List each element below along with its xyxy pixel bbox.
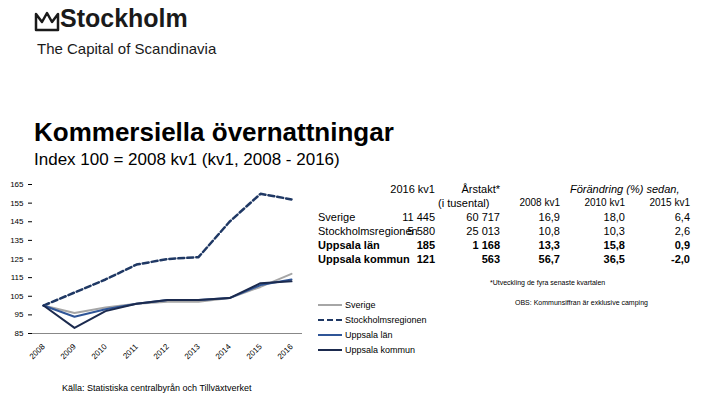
html-text:1 168: 1 168: [472, 239, 500, 251]
html-text:56,7: 56,7: [538, 253, 560, 265]
svg-text:155: 155: [10, 199, 24, 208]
html-text:121: 121: [416, 253, 435, 265]
svg-text:2009: 2009: [59, 342, 78, 361]
html-text:15,8: 15,8: [603, 239, 625, 251]
svg-text:2014: 2014: [214, 342, 233, 361]
html-text:OBS: Kommunsiffran är exklusiv: OBS: Kommunsiffran är exklusive camping: [515, 299, 648, 306]
svg-text:2011: 2011: [121, 342, 140, 361]
html-text:Sverige: Sverige: [318, 211, 356, 223]
svg-text:85: 85: [15, 329, 24, 338]
svg-text:125: 125: [10, 255, 24, 264]
html-text:0,9: 0,9: [674, 239, 690, 251]
svg-text:2010: 2010: [90, 342, 109, 361]
html-text:10,3: 10,3: [603, 225, 625, 237]
html-text:2015 kv1: 2015 kv1: [649, 197, 690, 208]
html-text:10,8: 10,8: [538, 225, 560, 237]
html-text:16,9: 16,9: [538, 211, 560, 223]
html-text:Uppsala kommun: Uppsala kommun: [345, 345, 415, 355]
svg-text:95: 95: [15, 310, 24, 319]
html-text:2016 kv1: 2016 kv1: [390, 183, 435, 195]
svg-text:2015: 2015: [245, 342, 264, 361]
html-text:Stockholmsregionen: Stockholmsregionen: [318, 225, 418, 237]
svg-text:135: 135: [10, 236, 24, 245]
html-text:Stockholm: Stockholm: [60, 4, 188, 32]
html-text:25 013: 25 013: [466, 225, 500, 237]
html-text:563: 563: [481, 253, 500, 265]
html-text:Index 100 = 2008 kv1 (kv1, 200: Index 100 = 2008 kv1 (kv1, 2008 - 2016): [34, 150, 340, 169]
html-text:Källa: Statistiska centralbyrå: Källa: Statistiska centralbyrån och Till…: [62, 383, 252, 393]
html-text:185: 185: [416, 239, 435, 251]
html-text:2010 kv1: 2010 kv1: [584, 197, 625, 208]
html-text:6,4: 6,4: [674, 211, 690, 223]
html-text:Förändring (%) sedan,: Förändring (%) sedan,: [570, 183, 680, 195]
svg-text:165: 165: [10, 180, 24, 189]
html-text:-2,0: -2,0: [671, 253, 690, 265]
html-text:60 717: 60 717: [466, 211, 500, 223]
html-text:13,3: 13,3: [538, 239, 560, 251]
html-text:Årstakt*: Årstakt*: [461, 183, 500, 195]
html-text:36,5: 36,5: [603, 253, 625, 265]
html-text:11 445: 11 445: [402, 211, 435, 223]
html-text:Sverige: Sverige: [345, 300, 376, 310]
html-text:5 580: 5 580: [407, 225, 435, 237]
svg-text:2013: 2013: [183, 342, 202, 361]
html-text:Kommersiella övernattningar: Kommersiella övernattningar: [34, 117, 394, 147]
html-text:The Capital of Scandinavia: The Capital of Scandinavia: [37, 40, 217, 57]
svg-text:2016: 2016: [276, 342, 295, 361]
html-text:Stockholmsregionen: Stockholmsregionen: [345, 315, 427, 325]
html-text:*Utveckling de fyra senaste kv: *Utveckling de fyra senaste kvartalen: [490, 279, 606, 286]
html-text:2,6: 2,6: [674, 225, 690, 237]
html-text:Uppsala kommun: Uppsala kommun: [318, 253, 410, 265]
html-text:(i tusental): (i tusental): [438, 197, 490, 209]
html-text:18,0: 18,0: [603, 211, 625, 223]
html-text:Uppsala län: Uppsala län: [318, 239, 380, 251]
html-text:Uppsala län: Uppsala län: [345, 330, 393, 340]
html-text:2008 kv1: 2008 kv1: [519, 197, 560, 208]
svg-text:2008: 2008: [28, 342, 47, 361]
svg-text:145: 145: [10, 217, 24, 226]
svg-text:115: 115: [11, 273, 24, 282]
svg-text:105: 105: [10, 292, 24, 301]
svg-text:2012: 2012: [152, 342, 171, 361]
